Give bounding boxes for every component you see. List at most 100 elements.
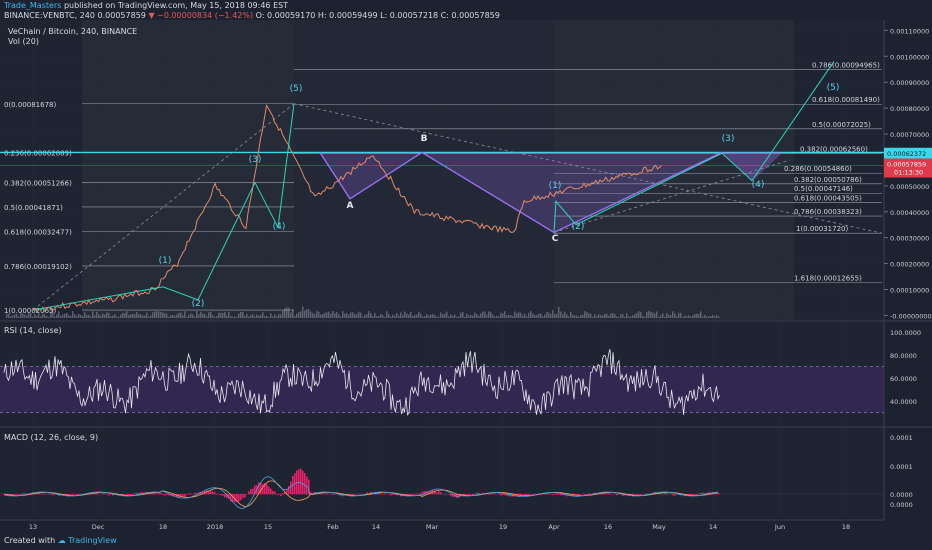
macd-histogram-bar	[394, 494, 396, 495]
publish-line: Trade_Masters published on TradingView.c…	[4, 1, 288, 10]
volume-bar	[184, 311, 186, 318]
volume-bar	[344, 313, 346, 318]
volume-bar	[310, 311, 312, 318]
macd-histogram-bar	[616, 494, 618, 496]
volume-bar	[456, 316, 458, 318]
volume-bar	[454, 314, 456, 318]
macd-histogram-bar	[506, 494, 508, 496]
volume-bar	[616, 316, 618, 318]
volume-bar	[276, 316, 278, 318]
fib-level-label: 0.382(0.00051266)	[4, 180, 72, 188]
volume-bar	[706, 316, 708, 318]
volume-bar	[690, 316, 692, 318]
trend-line	[32, 103, 295, 311]
volume-bar	[172, 314, 174, 318]
x-tick-label: Mar	[426, 523, 439, 531]
author-link[interactable]: Trade_Masters	[4, 1, 62, 10]
volume-bar	[10, 316, 12, 318]
volume-bar	[258, 315, 260, 318]
y-tick-label: 0.00110000	[890, 27, 929, 35]
macd-histogram-bar	[50, 493, 52, 495]
volume-bar	[504, 311, 506, 318]
volume-bar	[602, 315, 604, 318]
volume-bar	[60, 315, 62, 318]
macd-histogram-bar	[18, 494, 20, 496]
macd-histogram-bar	[166, 494, 168, 496]
macd-histogram-bar	[358, 493, 360, 495]
macd-histogram-bar	[658, 493, 660, 495]
macd-histogram-bar	[188, 493, 190, 495]
wave-label: B	[421, 134, 428, 144]
volume-bar	[600, 315, 602, 318]
macd-histogram-bar	[704, 493, 706, 495]
volume-bar	[340, 316, 342, 318]
macd-histogram-bar	[94, 492, 96, 495]
volume-bar	[170, 315, 172, 318]
volume-bar	[296, 313, 298, 318]
volume-bar	[256, 314, 258, 318]
macd-histogram-bar	[560, 494, 562, 496]
volume-bar	[150, 315, 152, 318]
fib-level-label: 0.382(0.00050786)	[794, 176, 862, 184]
macd-histogram-bar	[264, 482, 266, 495]
volume-bar	[28, 312, 30, 318]
symbol-interval: BINANCE:VENBTC, 240	[4, 11, 95, 20]
trend-line	[553, 159, 791, 233]
macd-histogram-bar	[670, 493, 672, 495]
wave-label: (1)	[549, 181, 562, 191]
macd-histogram-bar	[108, 494, 110, 496]
macd-histogram-bar	[70, 494, 72, 496]
volume-bar	[204, 314, 206, 318]
macd-histogram-bar	[508, 494, 510, 497]
macd-label: MACD (12, 26, close, 9)	[4, 433, 99, 442]
volume-bar	[466, 313, 468, 318]
volume-bar	[546, 312, 548, 318]
volume-bar	[582, 314, 584, 318]
volume-bar	[548, 312, 550, 318]
volume-bar	[672, 311, 674, 318]
volume-bar	[278, 314, 280, 318]
volume-bar	[14, 314, 16, 318]
y-tick-label: 0.00080000	[890, 105, 929, 113]
volume-bar	[34, 314, 36, 318]
volume-bar	[236, 316, 238, 318]
volume-bar	[84, 312, 86, 318]
volume-bar	[586, 312, 588, 318]
macd-histogram-bar	[716, 493, 718, 495]
footer-brand[interactable]: TradingView	[68, 536, 117, 545]
shaded-region-2	[294, 20, 554, 320]
volume-bar	[406, 313, 408, 318]
macd-histogram-bar	[100, 493, 102, 495]
volume-bar	[578, 316, 580, 318]
x-tick-label: 16	[604, 523, 612, 531]
volume-bar	[636, 312, 638, 318]
volume-bar	[130, 314, 132, 318]
volume-bar	[80, 315, 82, 318]
macd-histogram-bar	[460, 494, 462, 497]
volume-bar	[680, 312, 682, 318]
y-tick-label: 0.00070000	[890, 131, 929, 139]
volume-bar	[434, 315, 436, 318]
volume-bar	[110, 316, 112, 318]
macd-histogram-bar	[284, 492, 286, 495]
volume-bar	[300, 311, 302, 318]
macd-histogram-bar	[132, 494, 134, 496]
macd-histogram-bar	[664, 492, 666, 495]
volume-bar	[682, 316, 684, 318]
macd-histogram-bar	[304, 472, 306, 495]
volume-bar	[640, 311, 642, 318]
macd-histogram-bar	[182, 494, 184, 498]
x-tick-label: 2018	[207, 523, 224, 531]
macd-histogram-bar	[502, 494, 504, 496]
volume-bar	[634, 314, 636, 318]
macd-histogram-bar	[570, 494, 572, 497]
volume-bar	[410, 312, 412, 318]
macd-histogram-bar	[104, 493, 106, 495]
volume-bar	[352, 312, 354, 318]
volume-bar	[200, 311, 202, 318]
macd-histogram-bar	[112, 494, 114, 496]
volume-bar	[572, 314, 574, 318]
volume-bar	[560, 311, 562, 318]
